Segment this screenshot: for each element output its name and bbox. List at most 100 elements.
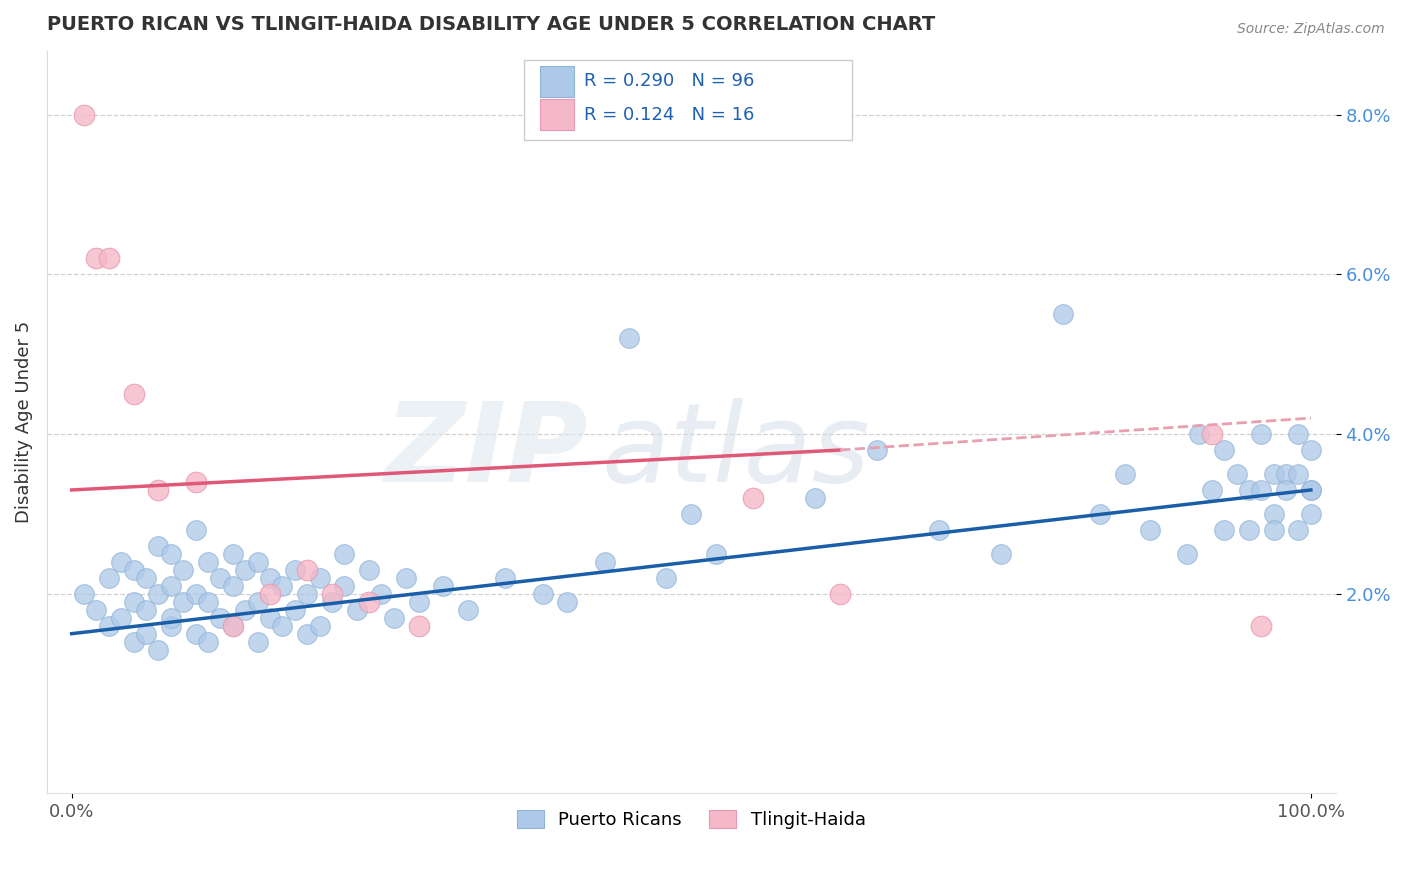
Point [135, 626, 157, 640]
Text: PUERTO RICAN VS TLINGIT-HAIDA DISABILITY AGE UNDER 5 CORRELATION CHART: PUERTO RICAN VS TLINGIT-HAIDA DISABILITY… [46, 15, 935, 34]
Point [928, 523, 950, 537]
Text: atlas: atlas [600, 399, 870, 505]
Point [1237, 523, 1260, 537]
Point [1275, 483, 1298, 497]
Point [209, 571, 232, 585]
Point [284, 563, 307, 577]
Point [184, 626, 207, 640]
Point [1052, 307, 1074, 321]
Point [333, 547, 356, 561]
Point [97, 252, 120, 266]
Point [990, 547, 1012, 561]
Point [1263, 507, 1285, 521]
FancyBboxPatch shape [523, 60, 852, 140]
Point [159, 618, 181, 632]
Point [97, 571, 120, 585]
Point [197, 634, 219, 648]
Point [655, 571, 678, 585]
Point [259, 610, 281, 624]
Point [86, 603, 108, 617]
Point [1299, 443, 1322, 458]
Point [159, 579, 181, 593]
Point [259, 571, 281, 585]
Point [1213, 523, 1236, 537]
Point [197, 595, 219, 609]
Point [1288, 467, 1310, 481]
Point [1250, 483, 1272, 497]
Point [321, 587, 343, 601]
Point [295, 587, 318, 601]
Point [295, 626, 318, 640]
Point [97, 618, 120, 632]
Point [1288, 427, 1310, 442]
Point [557, 595, 579, 609]
Point [159, 610, 181, 624]
Y-axis label: Disability Age Under 5: Disability Age Under 5 [15, 321, 32, 524]
Text: ZIP: ZIP [385, 399, 588, 505]
Point [197, 555, 219, 569]
FancyBboxPatch shape [540, 99, 574, 130]
Point [1175, 547, 1198, 561]
Point [1299, 507, 1322, 521]
Point [271, 618, 294, 632]
Point [233, 603, 256, 617]
Point [295, 563, 318, 577]
Point [308, 618, 330, 632]
Point [593, 555, 616, 569]
Point [1237, 483, 1260, 497]
Point [246, 634, 269, 648]
Point [122, 387, 145, 401]
Point [382, 610, 405, 624]
Point [222, 579, 245, 593]
Point [122, 634, 145, 648]
Point [110, 555, 132, 569]
Point [1225, 467, 1247, 481]
Point [86, 252, 108, 266]
Point [494, 571, 516, 585]
Point [222, 618, 245, 632]
Point [1188, 427, 1211, 442]
Point [222, 547, 245, 561]
Point [1275, 467, 1298, 481]
Point [359, 595, 381, 609]
Point [271, 579, 294, 593]
Text: R = 0.290   N = 96: R = 0.290 N = 96 [585, 72, 755, 90]
Point [619, 331, 641, 345]
Point [159, 547, 181, 561]
Point [73, 587, 96, 601]
Point [370, 587, 392, 601]
Point [804, 491, 827, 505]
Point [1263, 523, 1285, 537]
Point [148, 539, 170, 553]
Point [122, 563, 145, 577]
Point [308, 571, 330, 585]
Point [359, 563, 381, 577]
Point [321, 595, 343, 609]
Point [172, 595, 194, 609]
Point [1250, 427, 1272, 442]
Point [432, 579, 454, 593]
Point [259, 587, 281, 601]
Point [1263, 467, 1285, 481]
Point [1201, 483, 1223, 497]
Point [681, 507, 703, 521]
Point [110, 610, 132, 624]
Text: Source: ZipAtlas.com: Source: ZipAtlas.com [1237, 22, 1385, 37]
Point [135, 571, 157, 585]
Point [346, 603, 368, 617]
Point [1299, 483, 1322, 497]
Point [233, 563, 256, 577]
Point [531, 587, 554, 601]
Point [135, 603, 157, 617]
Point [1299, 483, 1322, 497]
Point [184, 587, 207, 601]
Point [122, 595, 145, 609]
Point [742, 491, 765, 505]
Point [148, 587, 170, 601]
Point [1250, 618, 1272, 632]
Text: R = 0.124   N = 16: R = 0.124 N = 16 [585, 105, 755, 124]
Point [408, 595, 430, 609]
Point [1139, 523, 1161, 537]
Point [148, 642, 170, 657]
Point [457, 603, 479, 617]
